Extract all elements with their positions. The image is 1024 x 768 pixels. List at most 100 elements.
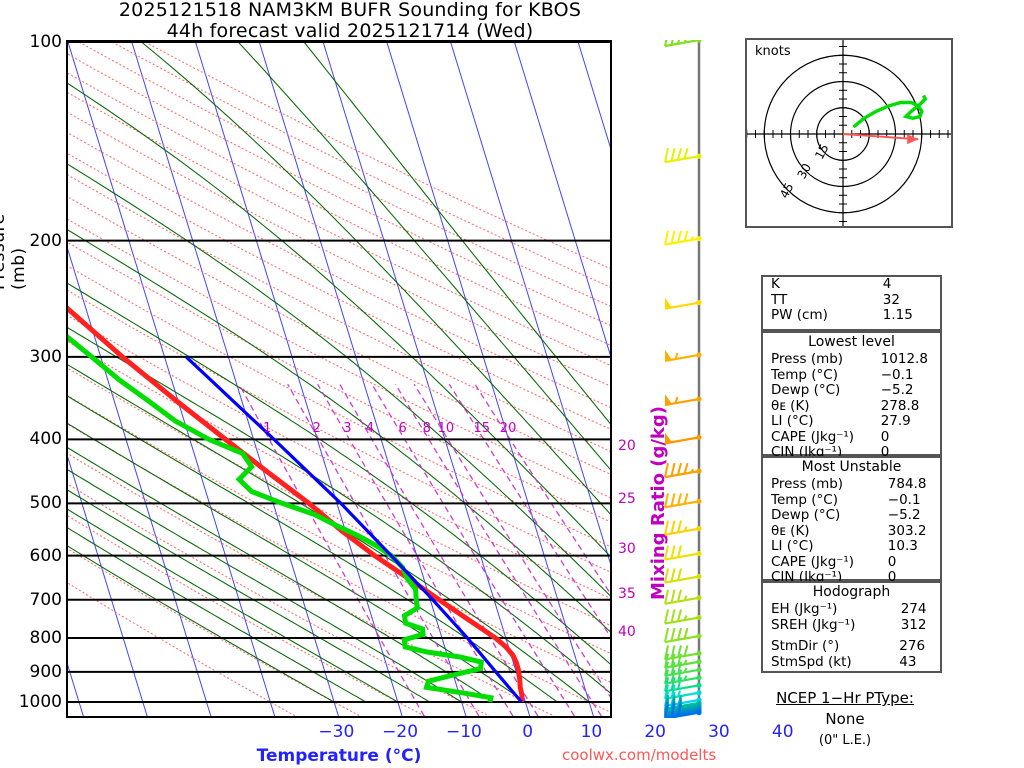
- temperature-tick-10: 10: [580, 722, 603, 742]
- pressure-tick-1000: 1000: [18, 692, 62, 712]
- pressure-tick-200: 200: [29, 230, 62, 251]
- lowest-level-row: Temp (°C) −0.1: [763, 366, 940, 384]
- ptype-note: (0" L.E.): [818, 733, 872, 748]
- lowest-level-row: Dewp (°C) −5.2: [763, 382, 940, 399]
- lowest-level-label: θᴇ (K): [771, 397, 810, 414]
- index-label: TT: [771, 291, 788, 308]
- most-unstable-label: θᴇ (K): [771, 522, 810, 539]
- credit-text[interactable]: coolwx.com/modelts: [562, 746, 717, 764]
- most-unstable-label: Press (mb): [771, 476, 844, 492]
- index-row: PW (cm) 1.15: [763, 307, 940, 324]
- most-unstable-row: CAPE (Jkg⁻¹) 0: [763, 553, 940, 571]
- hodograph-stat-label: EH (Jkg⁻¹): [771, 601, 838, 617]
- lowest-level-value: −5.2: [880, 382, 914, 398]
- most-unstable-value: 784.8: [887, 476, 927, 492]
- most-unstable-value: 303.2: [887, 522, 927, 539]
- most-unstable-panel: Most Unstable Press (mb) 784.8 Temp (°C) −0…: [761, 456, 942, 585]
- hodograph-stats-heading: Hodograph: [812, 584, 891, 600]
- storm-motion-label: StmDir (°): [771, 638, 840, 654]
- lowest-level-label: Temp (°C): [771, 366, 838, 383]
- index-value: 32: [882, 291, 900, 308]
- chart-title: 2025121518 NAM3KM BUFR Sounding for KBOS…: [0, 0, 700, 42]
- svg-text:15: 15: [812, 142, 832, 162]
- most-unstable-row: θᴇ (K) 303.2: [763, 522, 940, 540]
- pressure-tick-700: 700: [29, 589, 62, 610]
- lowest-level-value: 0: [880, 444, 890, 460]
- pressure-tick-800: 800: [29, 628, 62, 649]
- pressure-tick-400: 400: [29, 429, 62, 450]
- temperature-tick--20: −20: [382, 722, 419, 742]
- temperature-tick-30: 30: [708, 722, 730, 742]
- indices-top-panel: K 4 TT 32 PW (cm) 1.15: [761, 275, 942, 331]
- storm-motion-label: StmSpd (kt): [771, 653, 852, 670]
- lowest-level-label: CAPE (Jkg⁻¹): [771, 428, 855, 445]
- height-label-40: 40: [618, 624, 636, 641]
- hodograph-panel[interactable]: knots 15 30 45: [737, 28, 953, 240]
- lowest-level-value: 278.8: [880, 397, 920, 414]
- hodograph-stat-value: 274: [900, 601, 927, 617]
- skewt-diagram[interactable]: [66, 40, 612, 718]
- lowest-level-row: θᴇ (K) 278.8: [763, 397, 940, 415]
- most-unstable-table: Press (mb) 784.8 Temp (°C) −0.1 Dewp (°C) −5.…: [763, 476, 940, 586]
- most-unstable-label: Temp (°C): [771, 491, 838, 508]
- mixing-ratio-labels: 1 2 3 4 6 8 10 15 20: [66, 40, 612, 718]
- index-label: PW (cm): [771, 307, 828, 323]
- title-line-1: 2025121518 NAM3KM BUFR Sounding for KBOS: [118, 0, 582, 21]
- mixing-ratio-label-8: 8: [422, 421, 431, 437]
- most-unstable-row: LI (°C) 10.3: [763, 538, 940, 555]
- ptype-block: NCEP 1−Hr PType: None (0" L.E.): [730, 688, 960, 751]
- index-value: 1.15: [882, 307, 913, 323]
- lowest-level-label: CIN (Jkg⁻¹): [771, 444, 843, 460]
- ptype-heading: NCEP 1−Hr PType:: [776, 689, 914, 707]
- ptype-value: None: [825, 710, 865, 728]
- height-label-25: 25: [618, 491, 636, 508]
- index-label: K: [771, 276, 780, 292]
- most-unstable-value: 0: [887, 569, 897, 585]
- pressure-axis-label: Pressure (mb): [0, 213, 29, 290]
- most-unstable-value: −5.2: [887, 507, 921, 523]
- most-unstable-value: 10.3: [887, 538, 918, 554]
- wind-barb-column: [655, 31, 715, 720]
- hodograph-stat-row: EH (Jkg⁻¹) 274: [763, 601, 940, 618]
- storm-motion-value: 276: [899, 638, 926, 654]
- hodograph-stat-label: SREH (Jkg⁻¹): [771, 616, 856, 633]
- most-unstable-label: CIN (Jkg⁻¹): [771, 569, 843, 585]
- lowest-level-row: CIN (Jkg⁻¹) 0: [763, 444, 940, 461]
- index-value: 4: [882, 276, 892, 292]
- lowest-level-table: Press (mb) 1012.8 Temp (°C) −0.1 Dewp (°C) −5…: [763, 351, 940, 461]
- height-label-20: 20: [618, 437, 636, 454]
- svg-text:45: 45: [777, 181, 797, 201]
- lowest-level-label: Dewp (°C): [771, 382, 841, 398]
- lowest-level-label: Press (mb): [771, 351, 844, 367]
- storm-motion-row: StmSpd (kt) 43: [763, 653, 940, 671]
- height-label-35: 35: [618, 585, 636, 602]
- storm-motion-table: StmDir (°) 276 StmSpd (kt) 43: [763, 638, 940, 671]
- mixing-ratio-label-6: 6: [398, 421, 407, 437]
- lowest-level-row: LI (°C) 27.9: [763, 413, 940, 430]
- lowest-level-row: Press (mb) 1012.8: [763, 351, 940, 368]
- temperature-tick-40: 40: [771, 722, 794, 742]
- temperature-tick--10: −10: [445, 722, 482, 742]
- lowest-level-label: LI (°C): [771, 413, 814, 429]
- mixing-ratio-label-4: 4: [365, 421, 374, 437]
- skewt-plot-area: [68, 42, 610, 716]
- lowest-level-panel: Lowest level Press (mb) 1012.8 Temp (°C) −0…: [761, 331, 942, 460]
- pressure-tick-600: 600: [29, 545, 62, 566]
- mixing-ratio-label-15: 15: [473, 421, 491, 437]
- svg-text:30: 30: [795, 161, 815, 181]
- most-unstable-label: Dewp (°C): [771, 507, 841, 523]
- height-label-30: 30: [618, 540, 636, 557]
- title-line-2: 44h forecast valid 2025121714 (Wed): [166, 20, 534, 42]
- most-unstable-value: −0.1: [887, 491, 921, 508]
- most-unstable-row: CIN (Jkg⁻¹) 0: [763, 569, 940, 586]
- mixing-ratio-label-3: 3: [343, 421, 352, 437]
- most-unstable-value: 0: [887, 553, 897, 570]
- hodograph-stat-value: 312: [900, 616, 927, 633]
- temperature-tick--30: −30: [318, 722, 355, 742]
- pressure-tick-100: 100: [29, 32, 62, 52]
- hodograph-stat-row: SREH (Jkg⁻¹) 312: [763, 616, 940, 634]
- temperature-axis-label: Temperature (°C): [256, 746, 422, 766]
- storm-motion-row: StmDir (°) 276: [763, 638, 940, 655]
